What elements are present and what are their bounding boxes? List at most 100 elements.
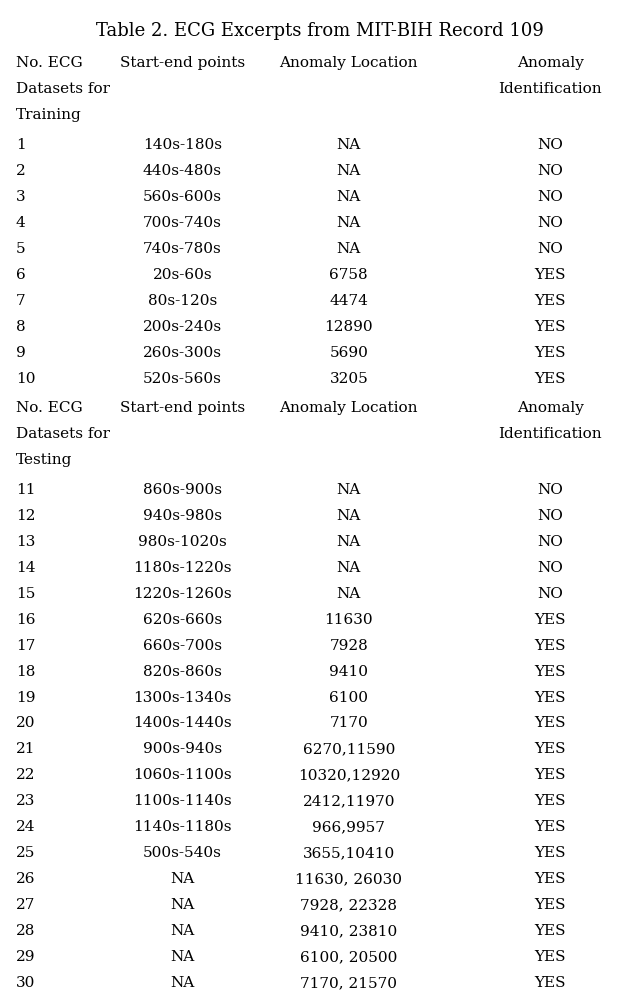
Text: 6270,11590: 6270,11590	[303, 742, 395, 756]
Text: 11630: 11630	[324, 612, 373, 626]
Text: Datasets for: Datasets for	[16, 82, 110, 96]
Text: YES: YES	[534, 612, 566, 626]
Text: 8: 8	[16, 320, 26, 334]
Text: 1140s-1180s: 1140s-1180s	[133, 821, 232, 834]
Text: NA: NA	[337, 535, 361, 549]
Text: 10320,12920: 10320,12920	[298, 768, 400, 783]
Text: 520s-560s: 520s-560s	[143, 372, 222, 386]
Text: 9410: 9410	[330, 665, 368, 679]
Text: 5: 5	[16, 242, 26, 257]
Text: NA: NA	[337, 561, 361, 575]
Text: 80s-120s: 80s-120s	[148, 294, 217, 308]
Text: 966,9957: 966,9957	[312, 821, 385, 834]
Text: No. ECG: No. ECG	[16, 56, 83, 70]
Text: 10: 10	[16, 372, 35, 386]
Text: 740s-780s: 740s-780s	[143, 242, 222, 257]
Text: 1300s-1340s: 1300s-1340s	[133, 691, 232, 705]
Text: 2412,11970: 2412,11970	[303, 795, 395, 809]
Text: 9410, 23810: 9410, 23810	[300, 925, 397, 938]
Text: 7170, 21570: 7170, 21570	[300, 976, 397, 990]
Text: 19: 19	[16, 691, 35, 705]
Text: 440s-480s: 440s-480s	[143, 165, 222, 178]
Text: 12890: 12890	[324, 320, 373, 334]
Text: YES: YES	[534, 821, 566, 834]
Text: 7: 7	[16, 294, 26, 308]
Text: 140s-180s: 140s-180s	[143, 139, 222, 153]
Text: 2: 2	[16, 165, 26, 178]
Text: 6758: 6758	[330, 269, 368, 282]
Text: 6100: 6100	[330, 691, 368, 705]
Text: 23: 23	[16, 795, 35, 809]
Text: NA: NA	[170, 925, 195, 938]
Text: 11: 11	[16, 483, 35, 496]
Text: 7928, 22328: 7928, 22328	[300, 898, 397, 913]
Text: NO: NO	[538, 587, 563, 601]
Text: 28: 28	[16, 925, 35, 938]
Text: 18: 18	[16, 665, 35, 679]
Text: Start-end points: Start-end points	[120, 401, 245, 415]
Text: NO: NO	[538, 139, 563, 153]
Text: 25: 25	[16, 846, 35, 860]
Text: NO: NO	[538, 165, 563, 178]
Text: Table 2. ECG Excerpts from MIT-BIH Record 109: Table 2. ECG Excerpts from MIT-BIH Recor…	[96, 22, 544, 40]
Text: 29: 29	[16, 950, 35, 964]
Text: 4: 4	[16, 216, 26, 230]
Text: 4474: 4474	[330, 294, 368, 308]
Text: NA: NA	[170, 976, 195, 990]
Text: 260s-300s: 260s-300s	[143, 346, 222, 360]
Text: YES: YES	[534, 742, 566, 756]
Text: NO: NO	[538, 535, 563, 549]
Text: 6: 6	[16, 269, 26, 282]
Text: 7928: 7928	[330, 638, 368, 653]
Text: 14: 14	[16, 561, 35, 575]
Text: 22: 22	[16, 768, 35, 783]
Text: Training: Training	[16, 108, 82, 123]
Text: 6100, 20500: 6100, 20500	[300, 950, 397, 964]
Text: YES: YES	[534, 846, 566, 860]
Text: 1400s-1440s: 1400s-1440s	[133, 716, 232, 730]
Text: YES: YES	[534, 716, 566, 730]
Text: NA: NA	[337, 508, 361, 523]
Text: 860s-900s: 860s-900s	[143, 483, 222, 496]
Text: NO: NO	[538, 483, 563, 496]
Text: 7170: 7170	[330, 716, 368, 730]
Text: NA: NA	[337, 216, 361, 230]
Text: NA: NA	[170, 872, 195, 886]
Text: YES: YES	[534, 976, 566, 990]
Text: 17: 17	[16, 638, 35, 653]
Text: 3655,10410: 3655,10410	[303, 846, 395, 860]
Text: 1180s-1220s: 1180s-1220s	[133, 561, 232, 575]
Text: 3: 3	[16, 190, 26, 204]
Text: 200s-240s: 200s-240s	[143, 320, 222, 334]
Text: 21: 21	[16, 742, 35, 756]
Text: 1100s-1140s: 1100s-1140s	[133, 795, 232, 809]
Text: NA: NA	[337, 242, 361, 257]
Text: 27: 27	[16, 898, 35, 913]
Text: 16: 16	[16, 612, 35, 626]
Text: 980s-1020s: 980s-1020s	[138, 535, 227, 549]
Text: 26: 26	[16, 872, 35, 886]
Text: YES: YES	[534, 294, 566, 308]
Text: 820s-860s: 820s-860s	[143, 665, 222, 679]
Text: YES: YES	[534, 320, 566, 334]
Text: 660s-700s: 660s-700s	[143, 638, 222, 653]
Text: 500s-540s: 500s-540s	[143, 846, 222, 860]
Text: YES: YES	[534, 872, 566, 886]
Text: YES: YES	[534, 950, 566, 964]
Text: 1220s-1260s: 1220s-1260s	[133, 587, 232, 601]
Text: 13: 13	[16, 535, 35, 549]
Text: NA: NA	[337, 165, 361, 178]
Text: Datasets for: Datasets for	[16, 427, 110, 441]
Text: Identification: Identification	[499, 82, 602, 96]
Text: NA: NA	[337, 190, 361, 204]
Text: 20s-60s: 20s-60s	[152, 269, 212, 282]
Text: 20: 20	[16, 716, 35, 730]
Text: NA: NA	[337, 483, 361, 496]
Text: NA: NA	[170, 898, 195, 913]
Text: YES: YES	[534, 795, 566, 809]
Text: Anomaly: Anomaly	[517, 401, 584, 415]
Text: NA: NA	[337, 587, 361, 601]
Text: 1: 1	[16, 139, 26, 153]
Text: 11630, 26030: 11630, 26030	[295, 872, 403, 886]
Text: YES: YES	[534, 768, 566, 783]
